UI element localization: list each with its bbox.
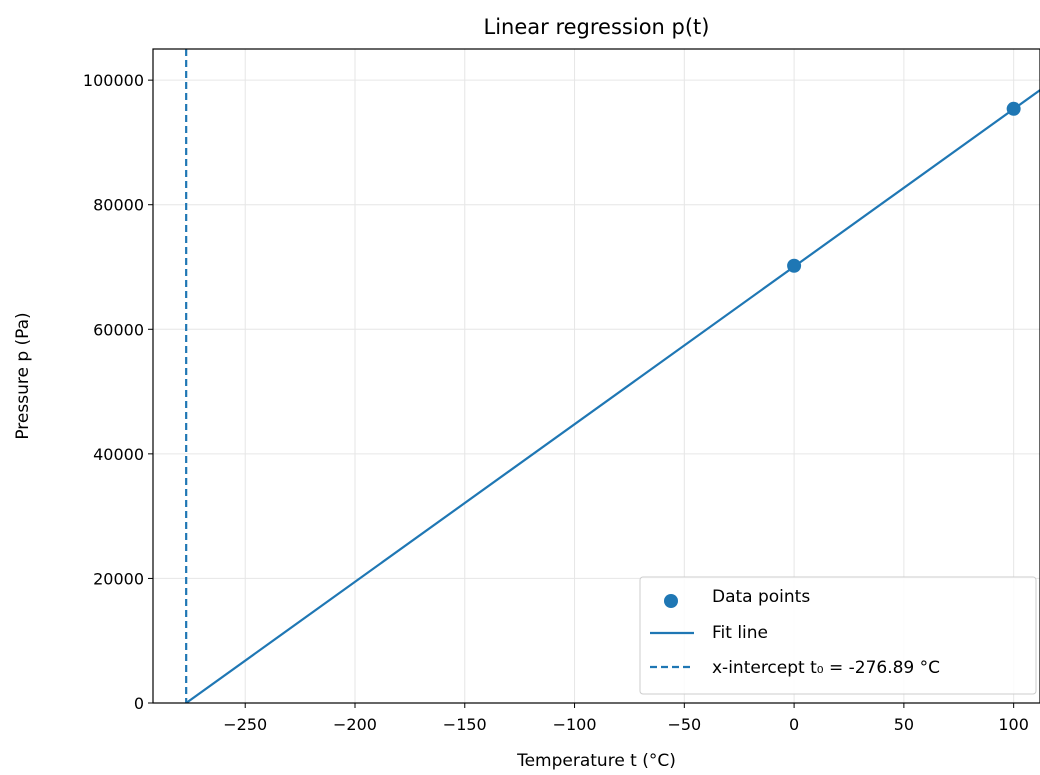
data-point — [787, 258, 802, 273]
y-tick-label: 80000 — [93, 196, 144, 215]
y-tick-label: 40000 — [93, 445, 144, 464]
plot-area — [185, 49, 1040, 703]
y-tick-label: 20000 — [93, 569, 144, 588]
x-tick-label: −100 — [553, 715, 597, 734]
x-tick-label: 50 — [894, 715, 914, 734]
legend-label-data-points: Data points — [712, 587, 810, 607]
y-tick-label: 100000 — [83, 71, 144, 90]
x-tick-label: −150 — [443, 715, 487, 734]
y-axis-label: Pressure p (Pa) — [13, 312, 33, 439]
fit-line — [185, 89, 1040, 703]
legend: Data points Fit line x-intercept t₀ = -2… — [639, 576, 1037, 695]
axes-frame — [152, 48, 1040, 704]
chart-title: Linear regression p(t) — [484, 15, 710, 39]
x-axis-label: Temperature t (°C) — [516, 751, 676, 771]
y-tick-label: 60000 — [93, 320, 144, 339]
x-tick-label: −200 — [333, 715, 377, 734]
ticks: −250 −200 −150 −100 −50 0 50 100 0 20000 40000 6000… — [83, 71, 1029, 734]
data-point — [1006, 101, 1021, 116]
grid — [153, 49, 1040, 704]
x-tick-label: −50 — [667, 715, 701, 734]
legend-marker-data-points — [664, 594, 678, 608]
x-tick-label: 100 — [998, 715, 1029, 734]
x-tick-label: 0 — [789, 715, 799, 734]
legend-label-x-intercept: x-intercept t₀ = -276.89 °C — [712, 658, 940, 678]
y-tick-label: 0 — [134, 694, 144, 713]
x-tick-label: −250 — [223, 715, 267, 734]
legend-label-fit-line: Fit line — [712, 623, 768, 643]
legend-box — [639, 576, 1037, 695]
